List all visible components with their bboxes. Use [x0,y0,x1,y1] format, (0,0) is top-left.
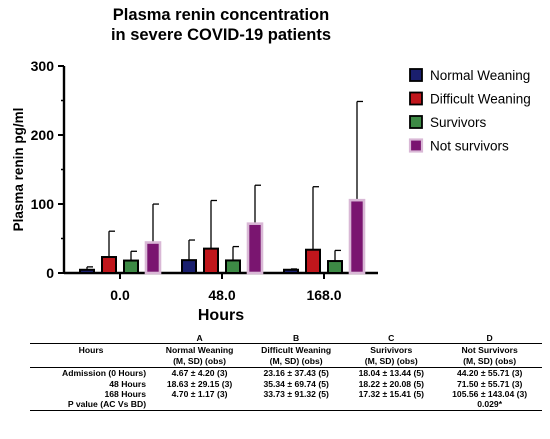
column-header: Surivivors [345,343,438,356]
bar [144,241,162,275]
table-row: P value (AC Vs BD) 0.029* [30,399,542,411]
column-letter: B [293,333,300,343]
table-cell [345,399,438,411]
column-letter: A [196,333,203,343]
x-axis-label: Hours [198,307,244,324]
table-cell: 17.32 ± 15.41 (5) [358,389,424,400]
column-subheader: (M, SD) (obs) [152,355,248,369]
column-letter: C [388,333,395,343]
y-axis-label: Plasma renin pg/ml [11,108,26,232]
x-tick-label: 168.0 [306,287,341,303]
table-cell: 44.20 ± 55.71 (3) [456,368,523,379]
bar [305,248,321,275]
column-subheader: (M, SD) (obs) [437,355,542,369]
legend-swatch [409,91,423,106]
chart-title: in severe COVID-19 patients [111,26,331,44]
letter-blank [30,333,152,344]
bar [246,222,264,275]
legend-swatch [409,68,423,82]
legend-swatch [409,115,423,129]
column-subheader: (M, SD) (obs) [247,355,346,369]
chart: Plasma renin concentration in severe COVI… [11,6,531,324]
table-cell: 105.56 ± 143.04 (3) [452,389,528,400]
y-tick-label: 200 [31,127,55,143]
x-tick-label: 48.0 [208,287,235,303]
table-header-row: Hours Normal Weaning Difficult Weaning S… [30,343,542,356]
table-cell: 4.70 ± 1.17 (3) [171,389,228,400]
column-header: Not Survivors [437,343,542,356]
row-label: P value (AC Vs BD) [30,399,153,411]
table-cell: 33.73 ± 91.32 (5) [263,389,329,400]
bar [225,259,241,274]
row-label: 48 Hours [109,378,147,389]
column-subheader: (M, SD) (obs) [345,355,438,369]
table-row: 168 Hours 4.70 ± 1.17 (3) 33.73 ± 91.32 … [30,389,542,399]
legend-label: Difficult Weaning [430,92,531,107]
column-letters-row: A B C D [30,333,542,344]
table-cell: 18.04 ± 13.44 (5) [358,368,424,379]
table-cell: 71.50 ± 55.71 (3) [456,378,523,389]
bar [348,198,366,275]
bar [283,268,299,274]
legend-label: Survivors [430,115,487,130]
table-cell: 18.22 ± 20.08 (5) [358,378,424,389]
table-cell: 0.029* [437,399,542,411]
bar [79,268,95,275]
table-cell: 18.63 ± 29.15 (3) [166,378,233,389]
table-subheader-row: (M, SD) (obs) (M, SD) (obs) (M, SD) (obs… [30,355,542,369]
statistics-table: A B C D Hours Normal Weaning Difficult W… [30,333,542,411]
row-label: Admission (0 Hours) [62,368,147,379]
legend-swatch [408,138,424,153]
column-letter: D [486,333,493,343]
bar [123,259,139,274]
bar [181,259,197,274]
legend-label: Normal Weaning [430,68,530,83]
bar [101,256,117,274]
column-header: Hours [30,343,153,356]
table-cell: 23.16 ± 37.43 (5) [263,368,329,379]
table-row: 48 Hours 18.63 ± 29.15 (3) 35.34 ± 69.74… [30,379,542,389]
y-tick-label: 300 [31,58,55,74]
table-cell: 4.67 ± 4.20 (3) [171,368,228,379]
subheader-blank [30,355,153,369]
row-label: 168 Hours [104,389,147,400]
table-cell [152,399,248,411]
table-cell: 35.34 ± 69.74 (5) [263,378,329,389]
column-header: Normal Weaning [152,343,248,356]
y-tick-label: 100 [31,196,55,212]
bar [203,247,219,275]
x-tick-label: 0.0 [110,287,130,303]
column-header: Difficult Weaning [247,343,346,356]
y-tick-label: 0 [46,265,54,281]
bar [327,260,343,274]
chart-title: Plasma renin concentration [113,6,329,24]
legend-label: Not survivors [430,139,509,154]
table-row: Admission (0 Hours) 4.67 ± 4.20 (3) 23.1… [30,368,542,379]
table-cell [247,399,346,411]
